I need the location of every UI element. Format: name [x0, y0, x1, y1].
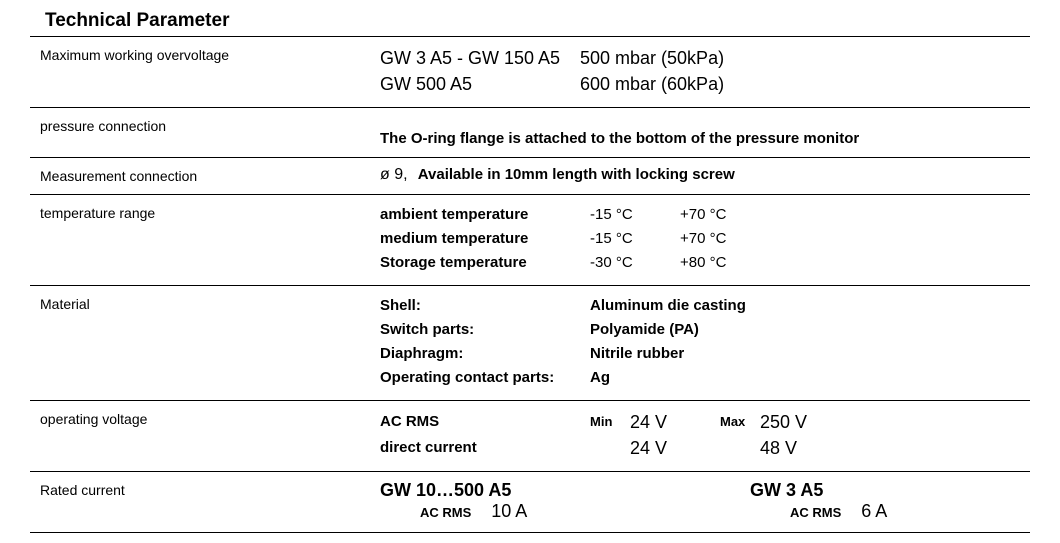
label-rated-current: Rated current — [30, 480, 380, 498]
volt-max-1: 48 V — [760, 435, 850, 461]
mat-name-3: Operating contact parts: — [380, 366, 590, 390]
row-temperature: temperature range ambient temperature -1… — [30, 195, 1030, 286]
temp-min-0: -15 °C — [590, 203, 680, 227]
mat-val-3: Ag — [590, 366, 610, 390]
section-title: Technical Parameter — [45, 10, 1030, 32]
mat-val-0: Aluminum die casting — [590, 294, 746, 318]
rated-model-0: GW 10…500 A5 — [380, 480, 710, 501]
temp-max-0: +70 °C — [680, 203, 726, 227]
ov-val-1: 600 mbar (60kPa) — [580, 71, 724, 97]
value-material: Shell: Aluminum die casting Switch parts… — [380, 294, 1030, 390]
value-measurement-connection: ø 9, Available in 10mm length with locki… — [380, 166, 1030, 184]
row-measurement-connection: Measurement connection ø 9, Available in… — [30, 158, 1030, 195]
value-voltage: AC RMS Min 24 V Max 250 V direct current… — [380, 409, 1030, 461]
rated-val-1: 6 A — [861, 501, 887, 522]
volt-max-0: 250 V — [760, 409, 850, 435]
label-overvoltage: Maximum working overvoltage — [30, 45, 380, 63]
value-overvoltage: GW 3 A5 - GW 150 A5 500 mbar (50kPa) GW … — [380, 45, 1030, 97]
rated-item-0: GW 10…500 A5 AC RMS 10 A — [380, 480, 710, 522]
temp-name-0: ambient temperature — [380, 203, 590, 227]
rated-type-1: AC RMS — [790, 505, 841, 520]
temp-max-2: +80 °C — [680, 251, 726, 275]
value-pressure-connection: The O-ring flange is attached to the bot… — [380, 116, 1030, 147]
mat-val-2: Nitrile rubber — [590, 342, 684, 366]
volt-min-1: 24 V — [630, 435, 720, 461]
rated-val-0: 10 A — [491, 501, 527, 522]
rated-model-1: GW 3 A5 — [750, 480, 1060, 501]
label-measurement-connection: Measurement connection — [30, 166, 380, 184]
temp-name-1: medium temperature — [380, 227, 590, 251]
value-temperature: ambient temperature -15 °C +70 °C medium… — [380, 203, 1030, 275]
row-pressure-connection: pressure connection The O-ring flange is… — [30, 108, 1030, 158]
label-voltage: operating voltage — [30, 409, 380, 427]
rated-item-1: GW 3 A5 AC RMS 6 A — [750, 480, 1060, 522]
label-pressure-connection: pressure connection — [30, 116, 380, 134]
row-voltage: operating voltage AC RMS Min 24 V Max 25… — [30, 401, 1030, 472]
row-rated-current: Rated current GW 10…500 A5 AC RMS 10 A G… — [30, 472, 1030, 533]
volt-type-0: AC RMS — [380, 409, 590, 435]
volt-max-label: Max — [720, 409, 760, 435]
mat-val-1: Polyamide (PA) — [590, 318, 699, 342]
temp-min-1: -15 °C — [590, 227, 680, 251]
row-overvoltage: Maximum working overvoltage GW 3 A5 - GW… — [30, 37, 1030, 108]
value-rated-current: GW 10…500 A5 AC RMS 10 A GW 3 A5 AC RMS … — [380, 480, 1060, 522]
ov-model-1: GW 500 A5 — [380, 71, 580, 97]
meas-diameter: ø 9, — [380, 166, 408, 183]
meas-text: Available in 10mm length with locking sc… — [418, 166, 735, 183]
mat-name-2: Diaphragm: — [380, 342, 590, 366]
temp-name-2: Storage temperature — [380, 251, 590, 275]
mat-name-0: Shell: — [380, 294, 590, 318]
volt-min-label: Min — [590, 409, 630, 435]
mat-name-1: Switch parts: — [380, 318, 590, 342]
temp-min-2: -30 °C — [590, 251, 680, 275]
ov-model-0: GW 3 A5 - GW 150 A5 — [380, 45, 580, 71]
label-material: Material — [30, 294, 380, 312]
label-temperature: temperature range — [30, 203, 380, 221]
row-material: Material Shell: Aluminum die casting Swi… — [30, 286, 1030, 401]
volt-type-1: direct current — [380, 435, 590, 461]
temp-max-1: +70 °C — [680, 227, 726, 251]
rated-type-0: AC RMS — [420, 505, 471, 520]
ov-val-0: 500 mbar (50kPa) — [580, 45, 724, 71]
volt-min-0: 24 V — [630, 409, 720, 435]
